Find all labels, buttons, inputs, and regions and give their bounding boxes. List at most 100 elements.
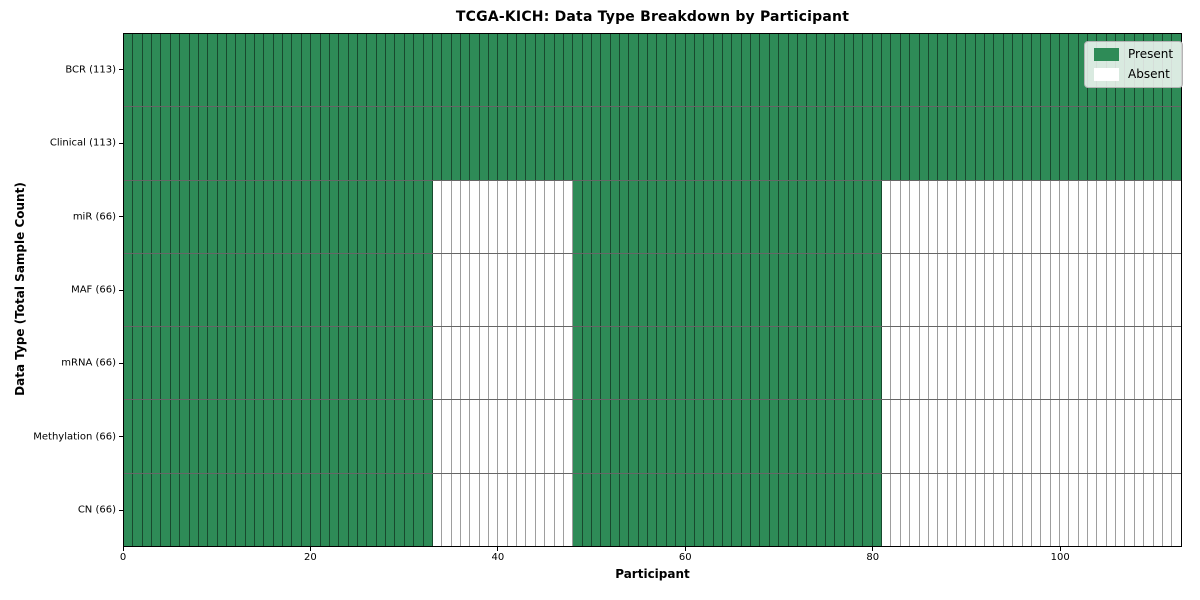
heatmap-cell [666,400,677,473]
heatmap-cell [545,34,555,107]
heatmap-cell [1050,400,1060,473]
heatmap-cell [414,107,424,180]
heatmap-cell [161,180,171,253]
heatmap-cell [760,180,770,253]
heatmap-cell [891,327,901,400]
heatmap-row-maf [124,253,1181,328]
heatmap-cell [648,253,658,327]
heatmap-cell [638,34,649,107]
heatmap-cell [723,180,733,253]
heatmap-cell [723,327,733,400]
heatmap-cell [882,327,892,400]
heatmap-cell [376,34,387,107]
heatmap-cell [1003,473,1014,546]
heatmap-cell [329,107,340,180]
heatmap-cell [1003,400,1014,473]
heatmap-cell [779,107,789,180]
heatmap-cell [348,253,358,327]
heatmap-cell [170,400,181,473]
heatmap-cell [938,180,948,253]
heatmap-cell [741,327,752,400]
heatmap-cell [900,107,911,180]
heatmap-cell [301,473,312,546]
heatmap-cell [713,400,723,473]
heatmap-cell [1069,400,1079,473]
heatmap-cell [863,400,873,473]
heatmap-cell [395,34,405,107]
heatmap-cell [638,107,649,180]
heatmap-cell [938,473,948,546]
heatmap-cell [460,34,471,107]
heatmap-cell [751,400,761,473]
heatmap-cell [648,34,658,107]
heatmap-cell [329,180,340,253]
heatmap-cell [311,180,321,253]
heatmap-cell [451,327,461,400]
heatmap-cell [460,253,471,327]
heatmap-cell [404,400,415,473]
heatmap-cell [301,180,312,253]
heatmap-cell [489,107,499,180]
heatmap-cell [414,473,424,546]
heatmap-cell [1172,107,1181,180]
heatmap-cell [517,400,527,473]
heatmap-cell [1116,107,1126,180]
heatmap-cell [844,107,855,180]
heatmap-cell [582,34,592,107]
heatmap-cell [910,253,920,327]
heatmap-cell [601,34,611,107]
heatmap-cell [170,253,181,327]
heatmap-cell [563,107,574,180]
heatmap-cell [910,180,920,253]
heatmap-cell [769,473,780,546]
heatmap-cell [133,34,143,107]
heatmap-cell [1050,327,1060,400]
heatmap-cell [1078,180,1089,253]
heatmap-cell [432,400,443,473]
heatmap-cell [189,253,199,327]
heatmap-cell [872,34,883,107]
heatmap-cell [489,473,499,546]
heatmap-cell [170,180,181,253]
heatmap-cell [685,107,695,180]
heatmap-cell [404,473,415,546]
heatmap-cell [245,34,256,107]
heatmap-cell [956,34,967,107]
heatmap-cell [825,327,836,400]
heatmap-cell [535,473,546,546]
heatmap-cell [816,473,826,546]
heatmap-cell [189,327,199,400]
heatmap-cell [919,34,929,107]
heatmap-cell [545,107,555,180]
heatmap-cell [1162,180,1173,253]
heatmap-cell [854,473,864,546]
heatmap-cell [629,253,639,327]
heatmap-cell [1078,253,1089,327]
heatmap-cell [956,400,967,473]
heatmap-cell [1134,253,1145,327]
heatmap-cell [872,327,883,400]
heatmap-cell [414,34,424,107]
heatmap-cell [1162,473,1173,546]
heatmap-cell [713,180,723,253]
heatmap-cell [133,180,143,253]
heatmap-cell [180,400,190,473]
heatmap-cell [1078,327,1089,400]
heatmap-cell [741,400,752,473]
heatmap-cell [311,473,321,546]
heatmap-cell [1059,34,1070,107]
heatmap-cell [751,327,761,400]
heatmap-cell [751,473,761,546]
heatmap-cell [142,34,153,107]
heatmap-cell [273,107,284,180]
heatmap-cell [1069,327,1079,400]
heatmap-cell [180,473,190,546]
heatmap-cell [498,473,508,546]
heatmap-cell [198,327,209,400]
heatmap-cell [1116,327,1126,400]
heatmap-cell [788,180,798,253]
heatmap-cell [573,253,583,327]
heatmap-cell [245,473,256,546]
heatmap-cell [863,34,873,107]
heatmap-cell [198,253,209,327]
